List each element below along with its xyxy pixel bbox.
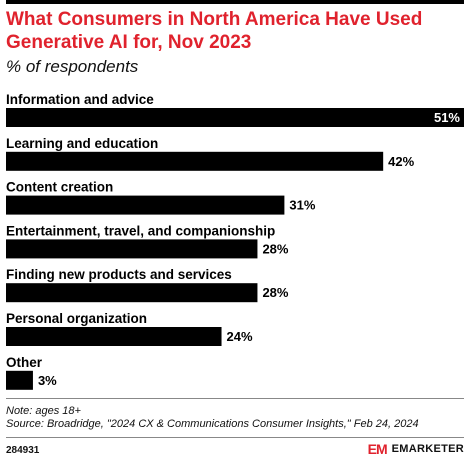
bar-chart: Information and advice 51% Learning and ed… [6, 92, 464, 390]
value-label: 31% [289, 198, 315, 213]
bar [6, 195, 285, 215]
footnote: Note: ages 18+ Source: Broadridge, "2024… [6, 405, 419, 431]
value-label: 28% [262, 285, 288, 300]
top-rule [6, 0, 464, 4]
category-label: Personal organization [6, 311, 147, 326]
category-label: Information and advice [6, 92, 154, 107]
bar [6, 283, 258, 303]
brand-logo: EM EMARKETER [368, 441, 464, 457]
bar [6, 239, 258, 259]
value-label: 3% [38, 373, 57, 388]
bar [6, 327, 222, 346]
chart-subtitle: % of respondents [6, 57, 139, 76]
category-label: Finding new products and services [6, 267, 232, 282]
chart-title: What Consumers in North America Have Use… [6, 9, 423, 53]
note-divider [6, 398, 464, 399]
chart-id: 284931 [6, 445, 40, 456]
value-label: 42% [388, 154, 414, 169]
value-label: 28% [262, 241, 288, 256]
category-label: Other [6, 355, 43, 370]
bar [6, 370, 33, 390]
source-text: Source: Broadridge, "2024 CX & Communica… [6, 418, 419, 430]
category-label: Content creation [6, 180, 113, 195]
bar [6, 151, 384, 171]
category-label: Learning and education [6, 136, 158, 151]
category-label: Entertainment, travel, and companionship [6, 223, 275, 238]
note-text: Note: ages 18+ [6, 405, 81, 417]
em-logo-icon: EM [367, 441, 388, 457]
bar [6, 108, 464, 127]
value-label: 51% [434, 110, 460, 125]
brand-name: EMARKETER [391, 443, 464, 455]
footer-divider [6, 437, 464, 438]
value-label: 24% [227, 329, 253, 344]
